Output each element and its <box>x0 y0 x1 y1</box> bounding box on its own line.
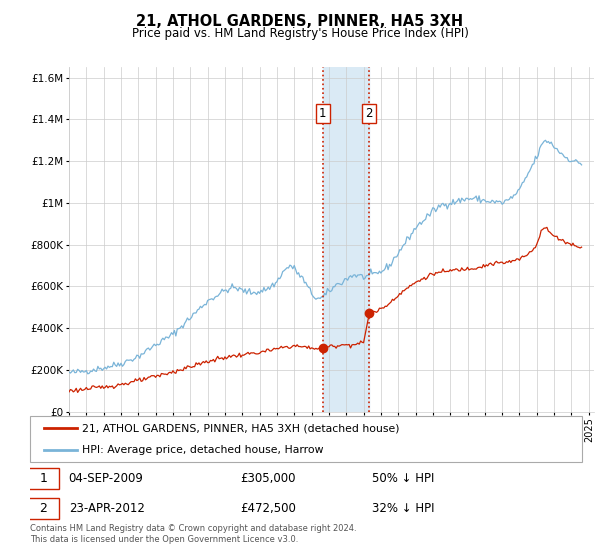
Text: This data is licensed under the Open Government Licence v3.0.: This data is licensed under the Open Gov… <box>30 535 298 544</box>
Text: 32% ↓ HPI: 32% ↓ HPI <box>372 502 435 515</box>
Text: £305,000: £305,000 <box>240 473 295 486</box>
Text: Contains HM Land Registry data © Crown copyright and database right 2024.: Contains HM Land Registry data © Crown c… <box>30 524 356 533</box>
FancyBboxPatch shape <box>30 416 582 462</box>
Text: 21, ATHOL GARDENS, PINNER, HA5 3XH: 21, ATHOL GARDENS, PINNER, HA5 3XH <box>136 14 464 29</box>
Text: 50% ↓ HPI: 50% ↓ HPI <box>372 473 434 486</box>
Text: 04-SEP-2009: 04-SEP-2009 <box>68 473 143 486</box>
Text: 1: 1 <box>40 473 47 486</box>
Text: 21, ATHOL GARDENS, PINNER, HA5 3XH (detached house): 21, ATHOL GARDENS, PINNER, HA5 3XH (deta… <box>82 423 400 433</box>
Text: 2: 2 <box>365 106 373 120</box>
Text: 23-APR-2012: 23-APR-2012 <box>68 502 145 515</box>
Text: £472,500: £472,500 <box>240 502 296 515</box>
Text: HPI: Average price, detached house, Harrow: HPI: Average price, detached house, Harr… <box>82 445 324 455</box>
Text: Price paid vs. HM Land Registry's House Price Index (HPI): Price paid vs. HM Land Registry's House … <box>131 27 469 40</box>
FancyBboxPatch shape <box>27 498 59 519</box>
Text: 2: 2 <box>40 502 47 515</box>
Bar <box>323 67 369 412</box>
FancyBboxPatch shape <box>27 468 59 489</box>
Text: 1: 1 <box>319 106 326 120</box>
